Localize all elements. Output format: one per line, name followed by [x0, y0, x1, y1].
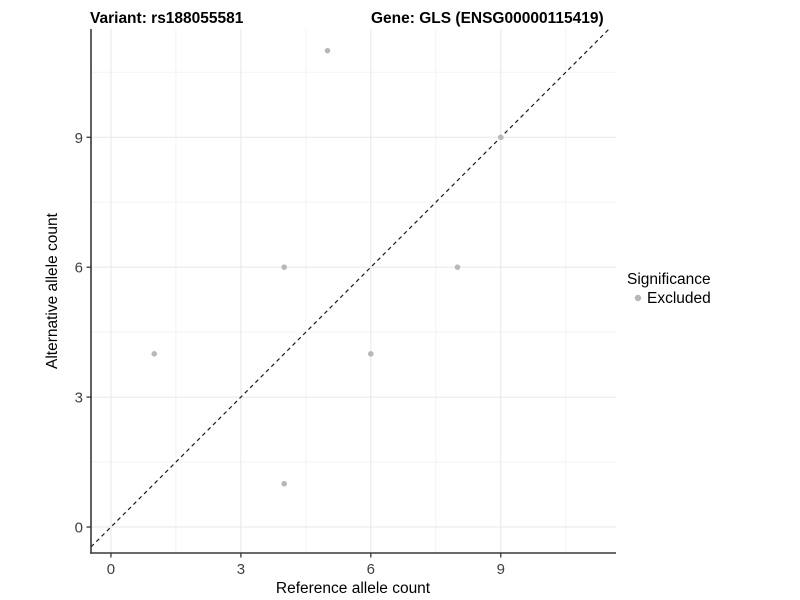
x-tick-label: 9 [497, 561, 505, 578]
identity-line [90, 28, 610, 548]
y-tick-label: 9 [75, 130, 83, 147]
legend: Significance Excluded [627, 271, 711, 307]
data-point [368, 350, 374, 357]
y-tick-label: 3 [75, 390, 83, 407]
plot-title-gene: Gene: GLS (ENSG00000115419) [371, 10, 604, 27]
x-tick-label: 3 [237, 561, 245, 578]
data-point [281, 264, 287, 270]
legend-entry-label: Excluded [647, 290, 711, 307]
y-tick-label: 0 [75, 520, 83, 537]
data-point [324, 47, 331, 54]
x-tick-label: 0 [107, 561, 115, 578]
plot-panel: 0 3 6 9 0 3 6 9 [75, 28, 616, 578]
legend-title: Significance [627, 271, 711, 288]
data-point [454, 264, 461, 270]
plot-title-variant: Variant: rs188055581 [90, 10, 244, 27]
x-axis-title: Reference allele count [276, 580, 431, 597]
data-point [281, 480, 287, 487]
y-axis-title: Alternative allele count [44, 212, 61, 369]
data-point [497, 134, 504, 141]
data-point [151, 350, 158, 357]
legend-key-dot [634, 294, 642, 302]
y-tick-label: 6 [75, 260, 83, 277]
x-tick-label: 6 [367, 561, 375, 578]
